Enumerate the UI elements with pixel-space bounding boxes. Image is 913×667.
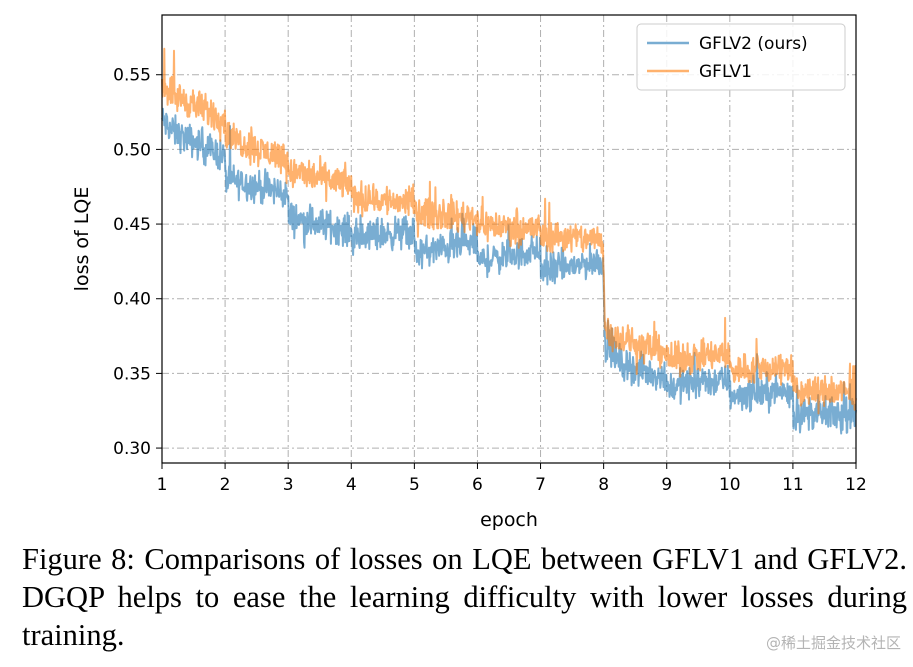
figure-caption: Figure 8: Comparisons of losses on LQE b… bbox=[22, 542, 907, 652]
y-tick-label: 0.55 bbox=[113, 66, 151, 86]
y-axis-label: loss of LQE bbox=[71, 187, 93, 292]
plot-frame bbox=[161, 14, 857, 464]
legend-label-gflv1: GFLV1 bbox=[699, 62, 752, 82]
x-tick-label: 7 bbox=[535, 475, 546, 495]
x-tick-label: 12 bbox=[845, 475, 867, 495]
legend-box bbox=[636, 23, 846, 91]
x-tick-label: 6 bbox=[472, 475, 483, 495]
x-tick-label: 10 bbox=[719, 475, 741, 495]
watermark: @稀土掘金技术社区 bbox=[765, 634, 901, 652]
x-tick-label: 9 bbox=[661, 475, 672, 495]
x-axis-label: epoch bbox=[480, 509, 538, 531]
y-tick-label: 0.35 bbox=[113, 364, 151, 384]
legend: GFLV2 (ours) GFLV1 bbox=[636, 23, 846, 91]
y-tick-label: 0.45 bbox=[113, 215, 151, 235]
x-tick-label: 11 bbox=[782, 475, 804, 495]
x-tick-label: 5 bbox=[409, 475, 420, 495]
x-tick-label: 3 bbox=[283, 475, 294, 495]
x-tick-label: 4 bbox=[346, 475, 357, 495]
y-tick-label: 0.30 bbox=[113, 439, 151, 459]
loss-line-chart: 1 2 3 4 5 6 7 8 9 10 11 12 0.300.350.400.450.500.55… bbox=[71, 14, 867, 531]
y-tick-label: 0.40 bbox=[113, 290, 151, 310]
x-tick-label: 2 bbox=[220, 475, 231, 495]
y-tick-label: 0.50 bbox=[113, 140, 151, 160]
x-axis-ticks: 1 2 3 4 5 6 7 8 9 10 11 12 bbox=[157, 463, 867, 495]
series-line-gflv2 bbox=[161, 107, 857, 435]
legend-label-gflv2: GFLV2 (ours) bbox=[699, 34, 808, 54]
series-layer bbox=[161, 47, 857, 435]
x-tick-label: 8 bbox=[598, 475, 609, 495]
x-tick-label: 1 bbox=[157, 475, 168, 495]
y-axis-ticks: 0.30 0.35 0.40 0.45 0.50 0.55 bbox=[113, 66, 162, 459]
series-line-gflv1 bbox=[161, 47, 857, 415]
